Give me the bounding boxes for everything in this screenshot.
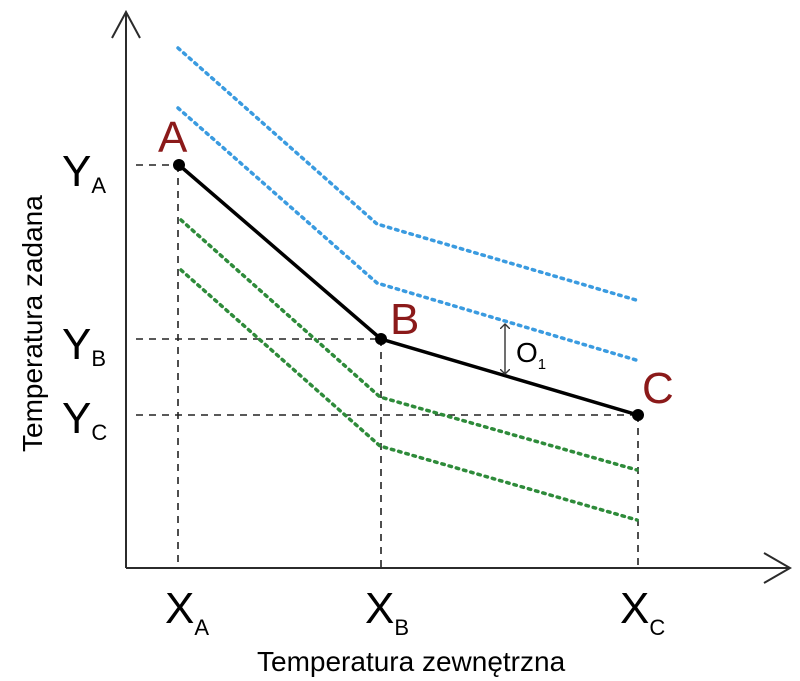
x-tick-c: XC [620, 584, 665, 640]
point-b-marker [375, 333, 387, 345]
guide-lines [136, 164, 639, 568]
offset-label: O1 [516, 337, 546, 373]
x-tick-a: XA [165, 584, 209, 640]
y-tick-labels: YA YB YC [62, 147, 107, 445]
point-b-label: B [390, 295, 419, 344]
main-heating-curve [177, 163, 639, 417]
upper-offset-curve-1 [176, 106, 638, 362]
point-labels: A B C [158, 113, 674, 413]
y-tick-b: YB [62, 320, 106, 371]
offset-indicator: O1 [505, 324, 546, 374]
lower-offset-curve-2 [179, 268, 639, 522]
axes [111, 9, 793, 584]
x-axis-arrowhead [763, 552, 793, 584]
y-tick-c: YC [62, 394, 107, 445]
x-tick-labels: XA XB XC [165, 584, 665, 640]
lower-offset-curves [179, 218, 639, 522]
point-a-marker [173, 159, 185, 171]
y-axis-arrowhead [111, 9, 141, 39]
point-a-label: A [158, 113, 188, 162]
point-c-label: C [642, 364, 674, 413]
upper-offset-curves [176, 46, 638, 362]
y-axis-title: Temperatura zadana [17, 195, 48, 452]
point-c-marker [632, 409, 644, 421]
x-tick-b: XB [365, 584, 409, 640]
main-curve-group [173, 159, 644, 421]
lower-offset-curve-1 [179, 218, 639, 472]
upper-offset-curve-2 [176, 46, 638, 302]
x-axis-title: Temperatura zewnętrzna [257, 646, 566, 677]
y-tick-a: YA [62, 147, 106, 198]
